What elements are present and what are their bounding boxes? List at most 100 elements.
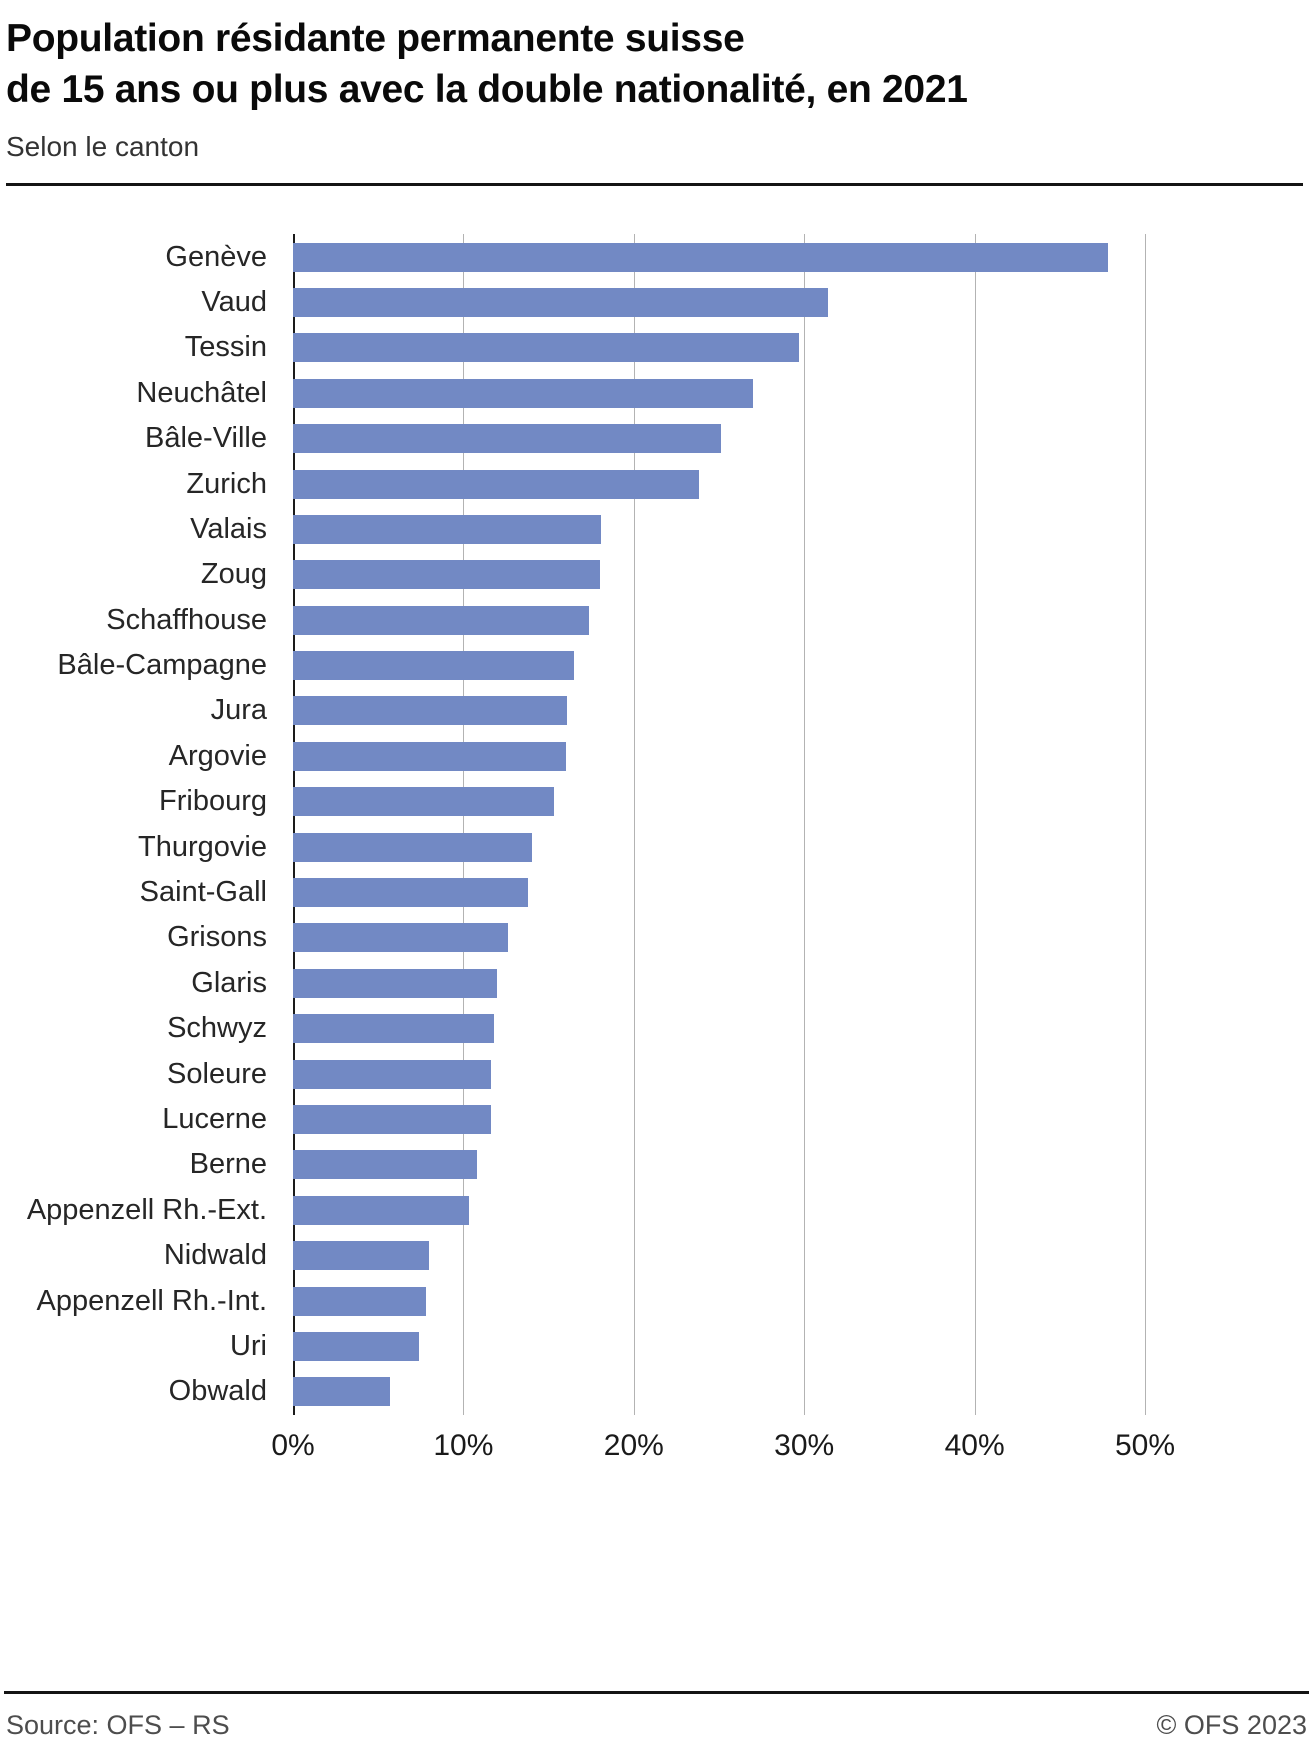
bar-row: Appenzell Rh.-Ext.: [0, 1188, 1146, 1233]
bar: [293, 333, 800, 363]
bar-track: [293, 1104, 1145, 1134]
category-label: Obwald: [168, 1375, 267, 1408]
chart-rows: Genève Vaud Tessin Neuchâtel Bâle-Ville Zuric…: [0, 234, 1146, 1414]
bar-row: Uri: [0, 1324, 1146, 1369]
grid-line: [463, 234, 465, 1415]
bar: [293, 787, 554, 817]
bar-row: Argovie: [0, 734, 1146, 779]
bar-track: [293, 741, 1145, 771]
page-title: Population résidante permanente suisse d…: [6, 17, 968, 111]
category-label: Vaud: [201, 285, 267, 318]
y-axis-line: [293, 234, 295, 1415]
category-label: Schwyz: [167, 1012, 267, 1045]
bar: [293, 651, 575, 681]
bar-row: Soleure: [0, 1051, 1146, 1096]
bar-row: Fribourg: [0, 779, 1146, 824]
bar-track: [293, 469, 1145, 499]
category-label: Zoug: [200, 558, 267, 591]
x-axis: 0% 10% 20% 30% 40% 50%: [271, 1425, 1175, 1475]
category-label: Glaris: [191, 966, 267, 999]
footer-divider: [4, 1691, 1309, 1694]
x-tick-label: 0%: [271, 1428, 315, 1462]
x-tick-label: 20%: [603, 1428, 664, 1462]
bar-track: [293, 1195, 1145, 1225]
gridlines: [293, 234, 1146, 1415]
header-divider: [6, 183, 1303, 187]
bar-track: [293, 878, 1145, 908]
bar-track: [293, 1241, 1145, 1271]
chart-footer: Source: OFS – RS © OFS 2023: [0, 1691, 1313, 1753]
bar-row: Grisons: [0, 915, 1146, 960]
grid-line: [1145, 234, 1146, 1415]
bar-track: [293, 787, 1145, 817]
category-label: Grisons: [167, 921, 267, 954]
bar: [293, 378, 754, 408]
bar: [293, 1331, 420, 1361]
bar-row: Zurich: [0, 461, 1146, 506]
bar-chart: Genève Vaud Tessin Neuchâtel Bâle-Ville Zuric…: [0, 234, 1175, 1475]
bar-row: Schaffhouse: [0, 598, 1146, 643]
bar: [293, 832, 532, 862]
bar: [293, 741, 566, 771]
category-label: Berne: [189, 1148, 267, 1181]
bar-row: Valais: [0, 507, 1146, 552]
grid-line: [804, 234, 806, 1415]
footer-row: Source: OFS – RS © OFS 2023: [4, 1710, 1309, 1741]
category-label: Argovie: [168, 739, 267, 772]
bar-row: Bâle-Ville: [0, 416, 1146, 461]
bar-row: Thurgovie: [0, 824, 1146, 869]
bar: [293, 1150, 478, 1180]
bar-row: Neuchâtel: [0, 371, 1146, 416]
bar-track: [293, 1014, 1145, 1044]
bar-row: Tessin: [0, 325, 1146, 370]
bar-track: [293, 832, 1145, 862]
bar-track: [293, 651, 1145, 681]
bar-track: [293, 1377, 1145, 1407]
bar-track: [293, 696, 1145, 726]
page-subtitle: Selon le canton: [6, 131, 200, 163]
bar: [293, 560, 600, 590]
category-label: Jura: [210, 694, 267, 727]
bar: [293, 1195, 469, 1225]
x-tick-label: 30%: [774, 1428, 835, 1462]
bar-track: [293, 424, 1145, 454]
bar: [293, 242, 1108, 272]
category-label: Genève: [165, 240, 267, 273]
category-label: Appenzell Rh.-Int.: [36, 1284, 267, 1317]
bar-track: [293, 923, 1145, 953]
category-label: Nidwald: [163, 1239, 267, 1272]
bar: [293, 1377, 391, 1407]
bar-row: Bâle-Campagne: [0, 643, 1146, 688]
x-tick-label: 40%: [944, 1428, 1005, 1462]
bar: [293, 514, 602, 544]
bar-row: Jura: [0, 688, 1146, 733]
bar-track: [293, 1150, 1145, 1180]
category-label: Bâle-Ville: [145, 422, 267, 455]
chart-plot-area: Genève Vaud Tessin Neuchâtel Bâle-Ville Zuric…: [0, 234, 1146, 1415]
bar-track: [293, 333, 1145, 363]
bar-track: [293, 378, 1145, 408]
category-label: Schaffhouse: [106, 603, 267, 636]
category-label: Zurich: [186, 467, 267, 500]
bar-track: [293, 287, 1145, 317]
grid-line: [633, 234, 635, 1415]
bar: [293, 968, 498, 998]
bar-track: [293, 605, 1145, 635]
bar-track: [293, 1331, 1145, 1361]
bar-row: Vaud: [0, 280, 1146, 325]
chart-header: Population résidante permanente suisse d…: [0, 0, 1313, 187]
copyright-label: © OFS 2023: [1156, 1710, 1307, 1740]
bar-row: Berne: [0, 1142, 1146, 1187]
category-label: Tessin: [184, 331, 267, 364]
bar: [293, 469, 699, 499]
source-label: Source: OFS – RS: [6, 1710, 230, 1740]
bar: [293, 923, 508, 953]
bar-row: Saint-Gall: [0, 870, 1146, 915]
bar-track: [293, 1059, 1145, 1089]
bar: [293, 1104, 491, 1134]
bar-row: Lucerne: [0, 1097, 1146, 1142]
category-label: Soleure: [167, 1057, 267, 1090]
bar: [293, 1241, 430, 1271]
bar-row: Glaris: [0, 961, 1146, 1006]
x-tick-label: 10%: [433, 1428, 494, 1462]
